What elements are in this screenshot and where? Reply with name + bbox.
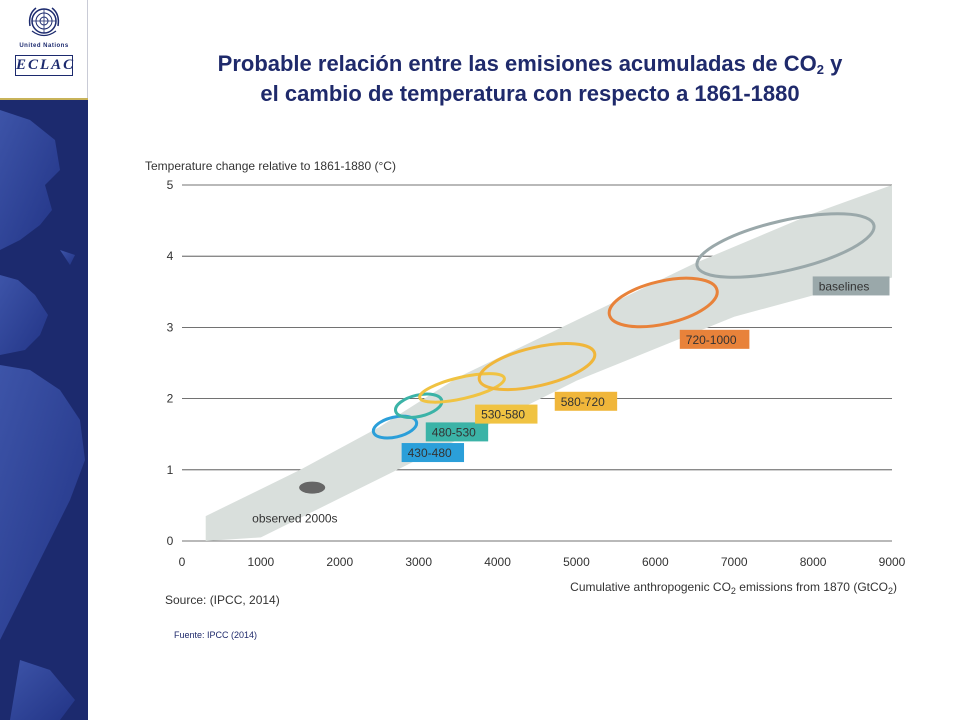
y-tick-label: 0 xyxy=(167,534,174,548)
americas-map-decoration xyxy=(0,110,85,720)
x-tick-label: 8000 xyxy=(800,555,827,569)
slide-title: Probable relación entre las emisiones ac… xyxy=(120,50,940,107)
sidebar-divider xyxy=(0,98,88,100)
scenario-ellipse-530-580 xyxy=(418,372,506,404)
scenario-ellipse-720-1000 xyxy=(607,276,719,329)
scenario-label-bg-530-580 xyxy=(475,404,538,424)
x-tick-label: 1000 xyxy=(248,555,275,569)
source-footnote: Fuente: IPCC (2014) xyxy=(174,630,258,640)
scenario-label-bg-430-480 xyxy=(401,443,465,463)
y-axis-label: Temperature change relative to 1861-1880… xyxy=(145,159,396,173)
x-tick-label: 7000 xyxy=(721,555,748,569)
y-tick-label: 3 xyxy=(167,320,174,334)
scenario-label-530-580: 530-580 xyxy=(481,408,525,422)
scenario-label-baselines: baselines xyxy=(819,279,870,293)
observed-2000s-point xyxy=(299,481,326,494)
y-tick-label: 4 xyxy=(167,249,174,263)
scenario-label-720-1000: 720-1000 xyxy=(686,333,737,347)
title-line1-end: y xyxy=(824,51,843,76)
title-subscript: 2 xyxy=(816,62,824,77)
scenario-label-bg-480-530 xyxy=(425,422,489,442)
scenario-ellipse-430-480 xyxy=(371,414,419,440)
logo-panel: United Nations ECLAC xyxy=(0,0,88,100)
scenario-label-430-480: 430-480 xyxy=(408,446,452,460)
x-tick-label: 0 xyxy=(179,555,186,569)
x-tick-label: 5000 xyxy=(563,555,590,569)
x-tick-label: 2000 xyxy=(326,555,353,569)
title-line2: el cambio de temperatura con respecto a … xyxy=(260,81,800,106)
sidebar: United Nations ECLAC xyxy=(0,0,88,720)
scenario-ellipse-baselines xyxy=(695,212,876,279)
y-tick-label: 2 xyxy=(167,392,174,406)
scenario-label-bg-580-720 xyxy=(554,391,618,411)
axis-ticks: 0 1 2 3 4 5 0 1000 2000 3000 4000 5000 6000 7000 8000 9… xyxy=(167,178,906,569)
scenario-ellipse-480-530 xyxy=(393,392,444,419)
uncertainty-band xyxy=(205,185,892,541)
x-tick-label: 6000 xyxy=(642,555,669,569)
x-tick-label: 3000 xyxy=(405,555,432,569)
scenario-label-480-530: 480-530 xyxy=(432,425,476,439)
un-emblem-icon xyxy=(28,7,60,37)
scenario-label-bg-720-1000 xyxy=(679,329,750,349)
scenario-ellipses: observed 2000s 430-480 480-530 530-580 580-7… xyxy=(252,212,890,526)
title-line1: Probable relación entre las emisiones ac… xyxy=(217,51,817,76)
un-logo-text: United Nations xyxy=(19,43,69,49)
source-label: Source: (IPCC, 2014) xyxy=(165,593,280,607)
x-tick-label: 4000 xyxy=(484,555,511,569)
y-tick-label: 5 xyxy=(167,178,174,192)
uncertainty-band-area xyxy=(205,185,892,541)
temperature-emissions-chart: Temperature change relative to 1861-1880… xyxy=(145,159,906,607)
scenario-label-bg-baselines xyxy=(812,276,890,296)
y-tick-label: 1 xyxy=(167,463,174,477)
scenario-label-580-720: 580-720 xyxy=(561,395,605,409)
eclac-logo: ECLAC xyxy=(15,55,73,76)
x-tick-label: 9000 xyxy=(879,555,906,569)
scenario-ellipse-580-720 xyxy=(477,342,597,392)
x-axis-label: Cumulative anthropogenic CO2 emissions f… xyxy=(570,580,897,596)
observed-2000s-label: observed 2000s xyxy=(252,512,337,526)
